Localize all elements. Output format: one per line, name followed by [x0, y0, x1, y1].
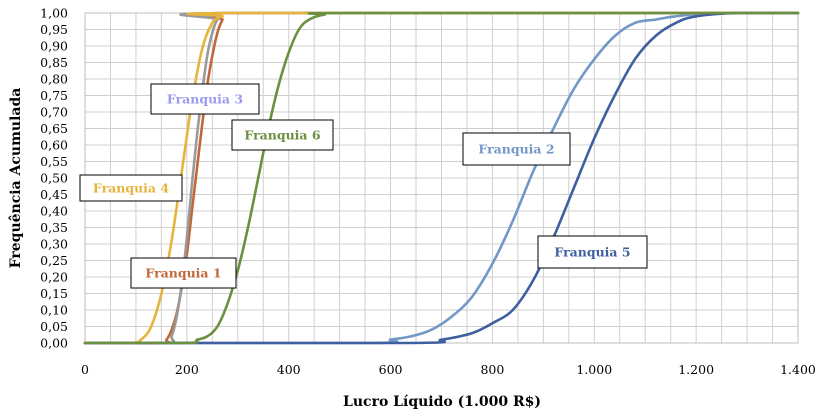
- label-text: Franquia 1: [145, 266, 221, 281]
- x-tick-label: 400: [277, 362, 301, 377]
- series-line-franquia-5: [83, 11, 800, 345]
- label-franquia-6: Franquia 6: [231, 119, 334, 151]
- y-tick-label: 0,55: [40, 154, 68, 169]
- label-box: [79, 174, 183, 202]
- y-tick-label: 0,95: [40, 22, 68, 37]
- x-tick-label: 200: [175, 362, 199, 377]
- x-tick-label: 1.000: [576, 362, 612, 377]
- label-franquia-3: Franquia 3: [150, 83, 260, 115]
- label-box: [462, 132, 571, 166]
- y-tick-label: 0,80: [40, 72, 68, 87]
- label-text: Franquia 5: [554, 245, 630, 260]
- series-lines: [83, 11, 800, 345]
- y-axis-title: Frequência Acumulada: [8, 88, 24, 269]
- label-box: [150, 83, 260, 115]
- y-tick-label: 0,90: [40, 39, 68, 54]
- y-tick-label: 0,70: [40, 105, 68, 120]
- y-tick-label: 0,75: [40, 88, 68, 103]
- y-tick-label: 0,35: [40, 220, 68, 235]
- label-text: Franquia 3: [167, 92, 243, 107]
- series-line-franquia-2: [83, 11, 800, 345]
- label-box: [537, 235, 648, 269]
- y-tick-label: 0,20: [40, 270, 68, 285]
- y-tick-label: 0,25: [40, 253, 68, 268]
- y-tick-label: 1,00: [40, 6, 68, 21]
- label-text: Franquia 2: [478, 142, 554, 157]
- label-franquia-1: Franquia 1: [130, 257, 237, 289]
- x-tick-label: 1.200: [678, 362, 714, 377]
- y-tick-label: 0,15: [40, 286, 68, 301]
- x-tick-label: 800: [480, 362, 504, 377]
- y-tick-label: 0,50: [40, 171, 68, 186]
- y-tick-label: 0,05: [40, 319, 68, 334]
- label-text: Franquia 4: [93, 181, 169, 196]
- x-axis-title: Lucro Líquido (1.000 R$): [343, 394, 541, 410]
- y-tick-label: 0,65: [40, 121, 68, 136]
- y-tick-label: 0,10: [40, 303, 68, 318]
- label-box: [130, 257, 237, 289]
- label-franquia-2: Franquia 2: [462, 132, 571, 166]
- y-tick-label: 0,85: [40, 55, 68, 70]
- axes: 0,00 0,050,10 0,150,20 0,250,30 0,350,40 0,45…: [40, 6, 816, 378]
- y-tick-label: 0,00: [40, 336, 68, 351]
- x-tick-label: 0: [81, 362, 89, 377]
- label-franquia-5: Franquia 5: [537, 235, 648, 269]
- y-tick-label: 0,30: [40, 237, 68, 252]
- series-labels: Franquia 1 Franquia 2 Franquia 3 Franquia 4…: [79, 83, 648, 289]
- x-tick-label: 1.400: [780, 362, 816, 377]
- y-tick-label: 0,60: [40, 138, 68, 153]
- label-franquia-4: Franquia 4: [79, 174, 183, 202]
- label-box: [231, 119, 334, 151]
- y-tick-label: 0,40: [40, 204, 68, 219]
- grid: [84, 12, 799, 344]
- label-text: Franquia 6: [244, 128, 320, 143]
- y-tick-label: 0,45: [40, 187, 68, 202]
- x-tick-label: 600: [379, 362, 403, 377]
